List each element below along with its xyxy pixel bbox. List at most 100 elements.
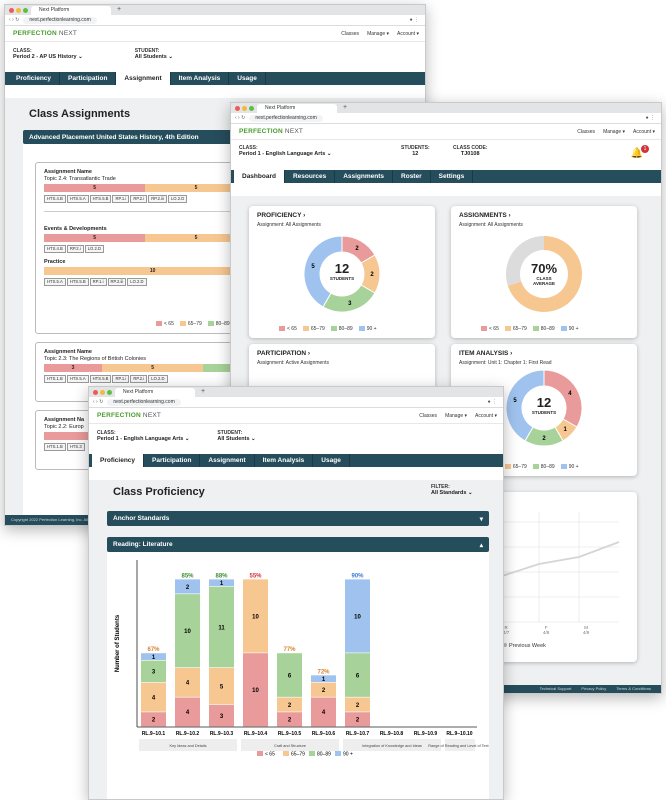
bar-segment[interactable] [209, 586, 234, 668]
reading-literature-panel[interactable]: Reading: Literature ▴ [107, 537, 489, 552]
bar-segment[interactable] [141, 660, 166, 683]
tab-proficiency[interactable]: Proficiency [92, 454, 145, 467]
menu-classes[interactable]: Classes [577, 128, 596, 135]
browser-tab[interactable]: Next Platform [257, 104, 337, 113]
legend-item: 80–89 [532, 464, 555, 470]
assignment-name[interactable]: Topic 2.2: Europ [44, 424, 84, 430]
new-tab-button[interactable]: + [201, 388, 206, 395]
tab-resources[interactable]: Resources [285, 170, 336, 183]
bar-segment[interactable] [141, 682, 166, 712]
tab-item-analysis[interactable]: Item Analysis [255, 454, 314, 467]
url-field[interactable]: next.perfectionlearning.com [23, 16, 97, 24]
minimize-dot[interactable] [242, 105, 247, 111]
new-tab-button[interactable]: + [343, 104, 348, 111]
bar-segment[interactable] [311, 682, 336, 697]
filter-select[interactable]: All Standards ⌄ [431, 490, 473, 496]
bell-icon[interactable]: 🔔 [630, 148, 643, 159]
card-title[interactable]: ITEM ANALYSIS › [459, 350, 513, 357]
close-dot[interactable] [93, 389, 98, 395]
maximize-dot[interactable] [23, 7, 28, 13]
standard-chip: HTS.5.A [66, 375, 89, 383]
class-select[interactable]: Period 1 - English Language Arts ⌄ [239, 151, 332, 157]
maximize-dot[interactable] [107, 389, 112, 395]
student-select[interactable]: All Students ⌄ [134, 54, 173, 60]
class-select[interactable]: Period 1 - English Language Arts ⌄ [97, 436, 190, 442]
menu-manage[interactable]: Manage ▾ [367, 30, 390, 37]
bar-segment[interactable] [277, 653, 302, 697]
tab-participation[interactable]: Participation [60, 72, 117, 85]
tab-assignment[interactable]: Assignment [200, 454, 255, 467]
menu-classes[interactable]: Classes [341, 30, 360, 37]
maximize-dot[interactable] [249, 105, 254, 111]
class-select[interactable]: Period 2 - AP US History ⌄ [13, 54, 83, 60]
student-select[interactable]: All Students ⌄ [217, 436, 256, 442]
menu-manage[interactable]: Manage ▾ [603, 128, 626, 135]
menu-manage[interactable]: Manage ▾ [445, 412, 468, 419]
tab-usage[interactable]: Usage [313, 454, 350, 467]
page-title: Class Proficiency [113, 486, 205, 498]
bar-segment[interactable] [175, 667, 200, 697]
minimize-dot[interactable] [16, 7, 21, 13]
bar-segment[interactable] [209, 667, 234, 705]
bar-segment[interactable] [141, 712, 166, 727]
bar-segment[interactable] [345, 712, 370, 727]
url-field[interactable]: next.perfectionlearning.com [107, 398, 181, 406]
menu-account[interactable]: Account ▾ [397, 30, 419, 37]
footer-link[interactable]: Privacy Policy [581, 686, 607, 691]
footer-link[interactable]: Technical Support [539, 686, 572, 691]
assignments-card[interactable]: ASSIGNMENTS › Assignment: All Assignment… [451, 206, 637, 338]
browser-tab[interactable]: Next Platform [115, 388, 195, 397]
card-subtitle: Assignment: All Assignments [459, 222, 523, 228]
tab-item-analysis[interactable]: Item Analysis [171, 72, 230, 85]
proficiency-card[interactable]: PROFICIENCY › Assignment: All Assignment… [249, 206, 435, 338]
tab-assignment[interactable]: Assignment [116, 72, 171, 85]
menu-account[interactable]: Account ▾ [633, 128, 655, 135]
card-title[interactable]: PROFICIENCY › [257, 212, 306, 219]
bar-segment[interactable] [345, 579, 370, 653]
bar-segment[interactable] [209, 579, 234, 587]
nav-arrows-icon[interactable]: ‹ › ↻ [9, 17, 20, 23]
browser-tab[interactable]: Next Platform [31, 6, 111, 15]
new-tab-button[interactable]: + [117, 6, 122, 13]
bar-segment[interactable] [175, 697, 200, 727]
card-title[interactable]: PARTICIPATION › [257, 350, 311, 357]
bar-segment[interactable] [209, 704, 234, 727]
bar-segment[interactable] [311, 675, 336, 683]
nav-arrows-icon[interactable]: ‹ › ↻ [235, 115, 246, 121]
tab-participation[interactable]: Participation [144, 454, 201, 467]
bar-segment[interactable] [175, 594, 200, 668]
tab-assignments[interactable]: Assignments [335, 170, 394, 183]
tab-dashboard[interactable]: Dashboard [234, 170, 285, 183]
close-dot[interactable] [9, 7, 14, 13]
bar-segment[interactable] [243, 653, 268, 727]
minimize-dot[interactable] [100, 389, 105, 395]
nav-arrows-icon[interactable]: ‹ › ↻ [93, 399, 104, 405]
x-tick-label: RL.9–10.4 [244, 731, 268, 737]
anchor-standards-panel[interactable]: Anchor Standards ▾ [107, 511, 489, 526]
tab-proficiency[interactable]: Proficiency [8, 72, 61, 85]
bar-segment[interactable] [277, 712, 302, 727]
footer-link[interactable]: Terms & Conditions [616, 686, 651, 691]
bar-segment[interactable] [345, 697, 370, 712]
card-title[interactable]: ASSIGNMENTS › [459, 212, 511, 219]
bar-segment[interactable] [311, 697, 336, 727]
bar-value-label: 10 [184, 629, 191, 635]
menu-classes[interactable]: Classes [419, 412, 438, 419]
tab-roster[interactable]: Roster [393, 170, 431, 183]
bar-segment[interactable] [277, 697, 302, 712]
tab-settings[interactable]: Settings [431, 170, 474, 183]
profile-icon[interactable]: ● ⋮ [409, 17, 419, 23]
assignment-name[interactable]: Topic 2.4: Transatlantic Trade [44, 176, 116, 182]
bar-segment[interactable] [141, 653, 166, 660]
tab-usage[interactable]: Usage [229, 72, 266, 85]
url-field[interactable]: next.perfectionlearning.com [249, 114, 323, 122]
profile-icon[interactable]: ● ⋮ [645, 115, 655, 121]
assignment-name[interactable]: Topic 2.3: The Regions of British Coloni… [44, 356, 147, 362]
previous-week-legend[interactable]: Previous Week [503, 643, 546, 649]
menu-account[interactable]: Account ▾ [475, 412, 497, 419]
profile-icon[interactable]: ● ⋮ [487, 399, 497, 405]
close-dot[interactable] [235, 105, 240, 111]
bar-segment[interactable] [243, 579, 268, 653]
bar-segment[interactable] [345, 653, 370, 697]
bar-segment[interactable] [175, 579, 200, 594]
